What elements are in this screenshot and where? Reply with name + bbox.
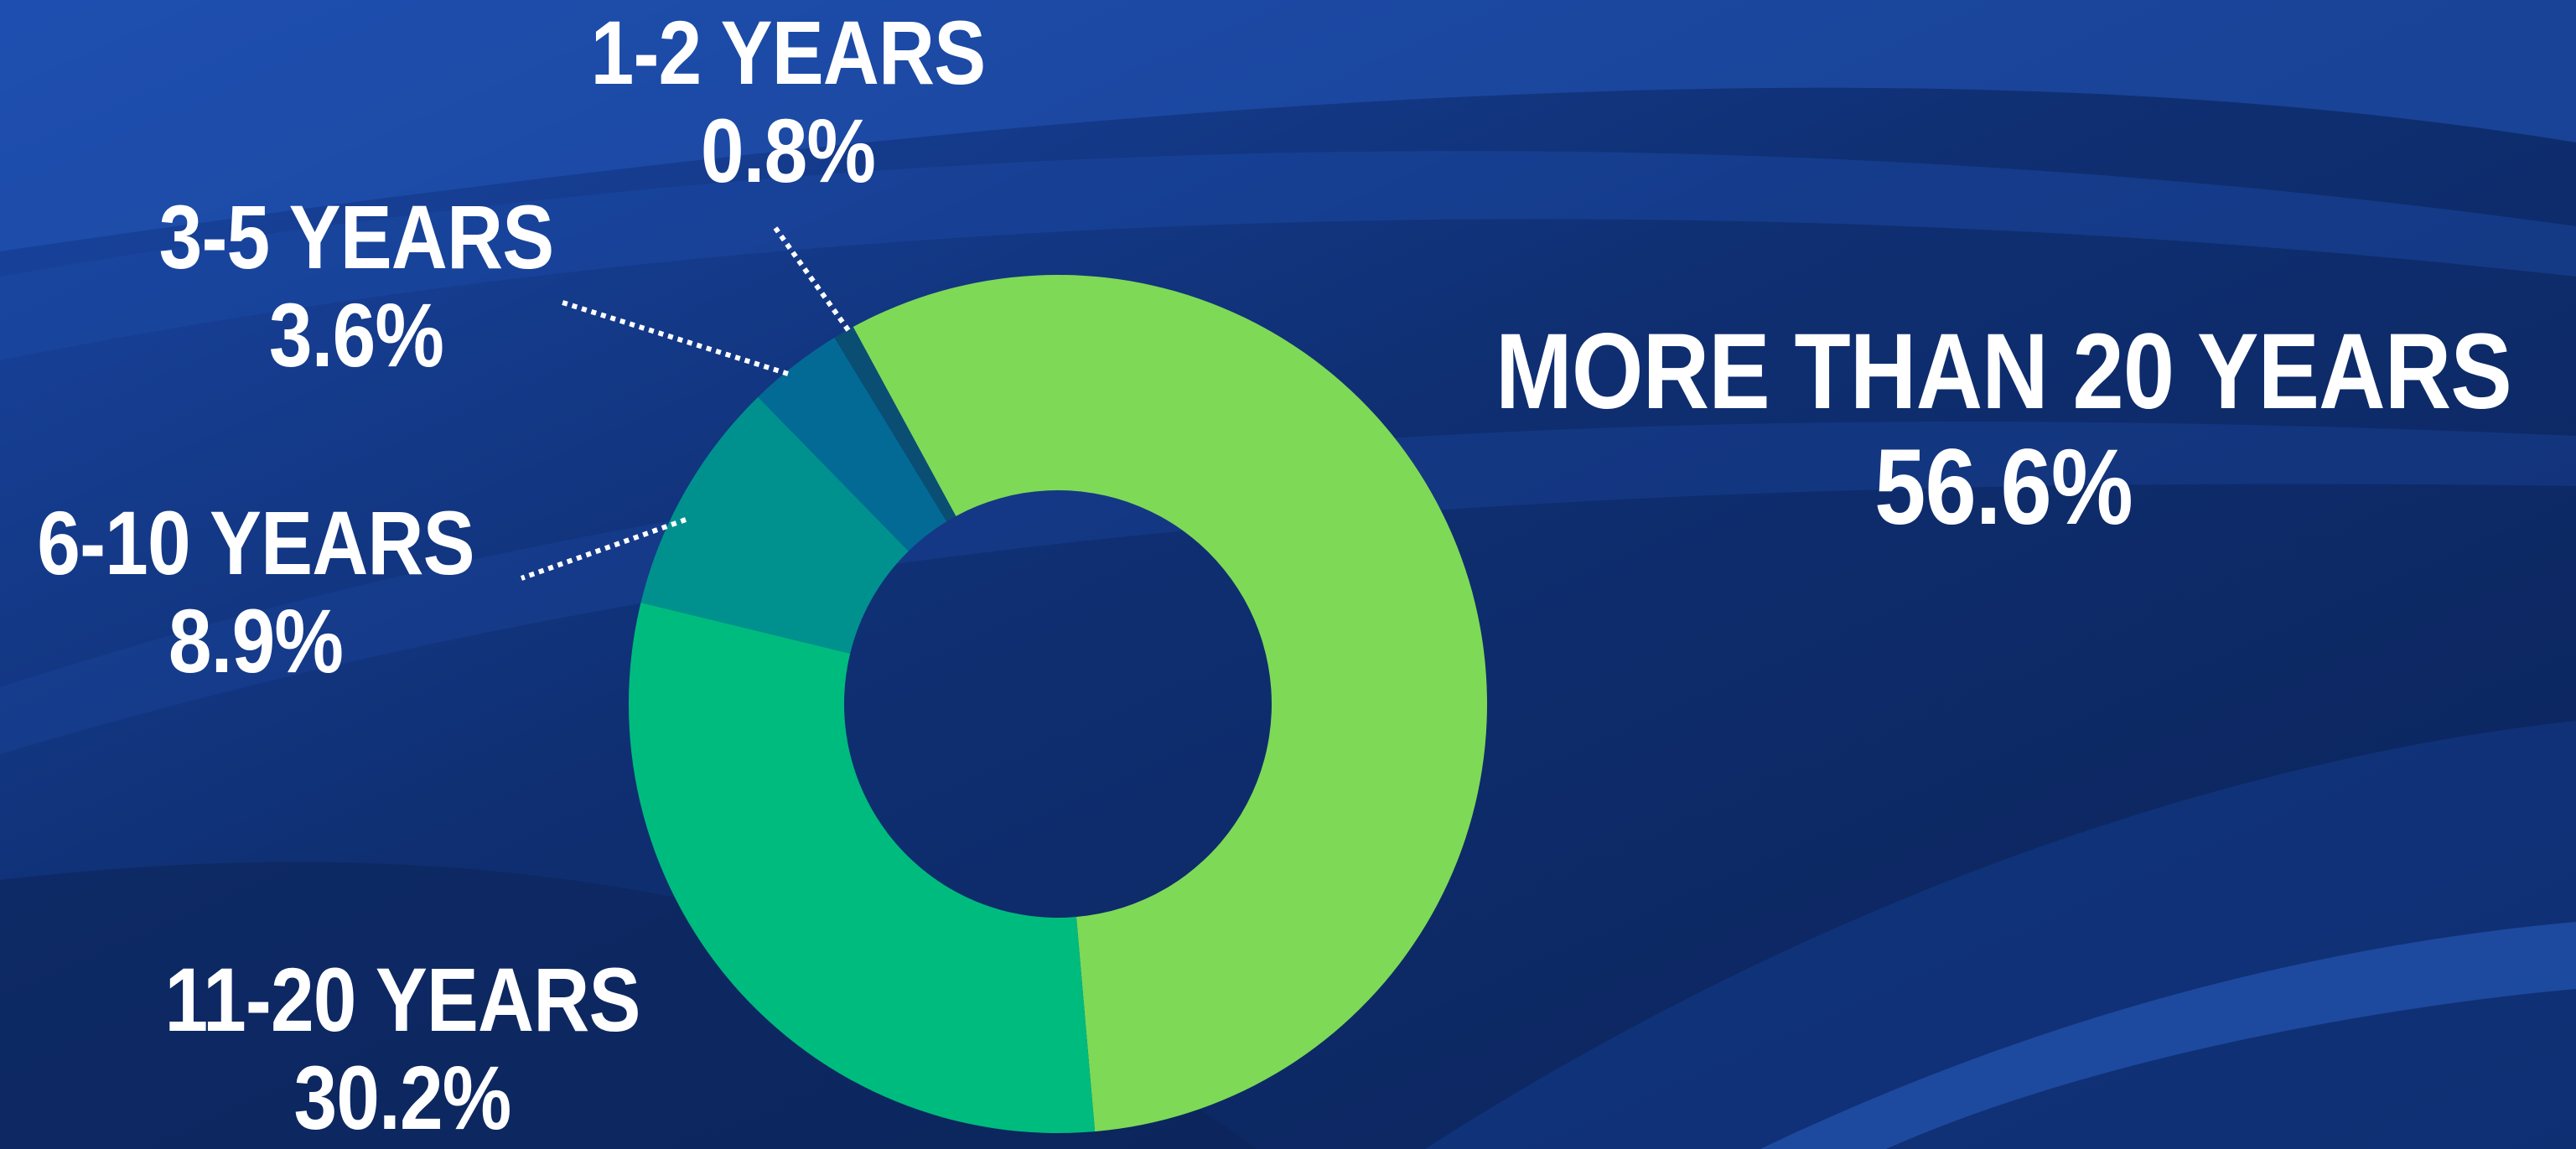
donut-slices: [629, 275, 1487, 1133]
slice-label-name: 3-5 YEARS: [159, 189, 554, 287]
slice-label-more-than-20-years: MORE THAN 20 YEARS 56.6%: [1412, 314, 2576, 546]
slice-label-1-2-years: 1-2 YEARS 0.8%: [558, 4, 1017, 199]
leader-line-1-2-years: [775, 228, 848, 330]
slice-label-name: MORE THAN 20 YEARS: [1495, 314, 2511, 430]
slice-label-3-5-years: 3-5 YEARS 3.6%: [127, 189, 585, 384]
leader-line-3-5-years: [560, 302, 788, 374]
slice-label-value: 8.9%: [37, 593, 474, 691]
slice-label-name: 6-10 YEARS: [37, 494, 474, 593]
slice-label-value: 3.6%: [159, 287, 554, 385]
slice-label-11-20-years: 11-20 YEARS 30.2%: [126, 951, 678, 1146]
slice-label-value: 0.8%: [591, 102, 986, 200]
slice-label-name: 11-20 YEARS: [164, 951, 640, 1049]
slice-label-value: 56.6%: [1495, 430, 2511, 546]
slice-label-name: 1-2 YEARS: [591, 4, 986, 102]
donut-slice-11-20-years: [629, 603, 1095, 1133]
slice-label-value: 30.2%: [164, 1049, 640, 1147]
slice-label-6-10-years: 6-10 YEARS 8.9%: [2, 494, 510, 690]
